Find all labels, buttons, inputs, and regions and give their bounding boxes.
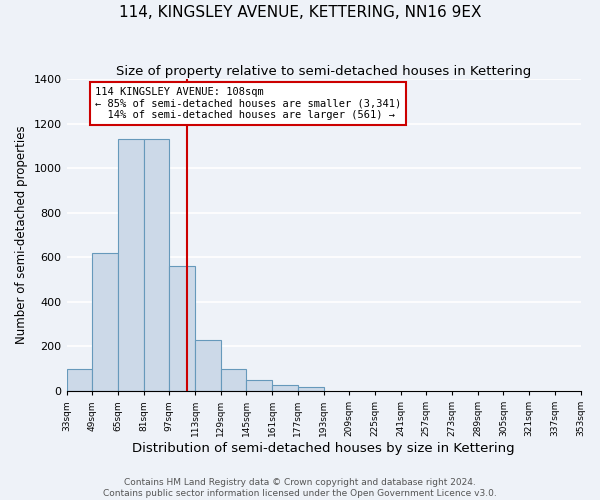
Bar	[221, 369, 247, 391]
Bar	[247, 380, 272, 391]
Bar	[118, 140, 143, 391]
Bar	[92, 253, 118, 391]
Bar	[298, 386, 323, 391]
Bar	[67, 369, 92, 391]
Y-axis label: Number of semi-detached properties: Number of semi-detached properties	[15, 126, 28, 344]
Bar	[143, 140, 169, 391]
Text: Contains HM Land Registry data © Crown copyright and database right 2024.
Contai: Contains HM Land Registry data © Crown c…	[103, 478, 497, 498]
X-axis label: Distribution of semi-detached houses by size in Kettering: Distribution of semi-detached houses by …	[132, 442, 515, 455]
Title: Size of property relative to semi-detached houses in Kettering: Size of property relative to semi-detach…	[116, 65, 531, 78]
Text: 114 KINGSLEY AVENUE: 108sqm
← 85% of semi-detached houses are smaller (3,341)
  : 114 KINGSLEY AVENUE: 108sqm ← 85% of sem…	[95, 87, 401, 120]
Bar	[272, 386, 298, 391]
Bar	[169, 266, 195, 391]
Bar	[195, 340, 221, 391]
Text: 114, KINGSLEY AVENUE, KETTERING, NN16 9EX: 114, KINGSLEY AVENUE, KETTERING, NN16 9E…	[119, 5, 481, 20]
